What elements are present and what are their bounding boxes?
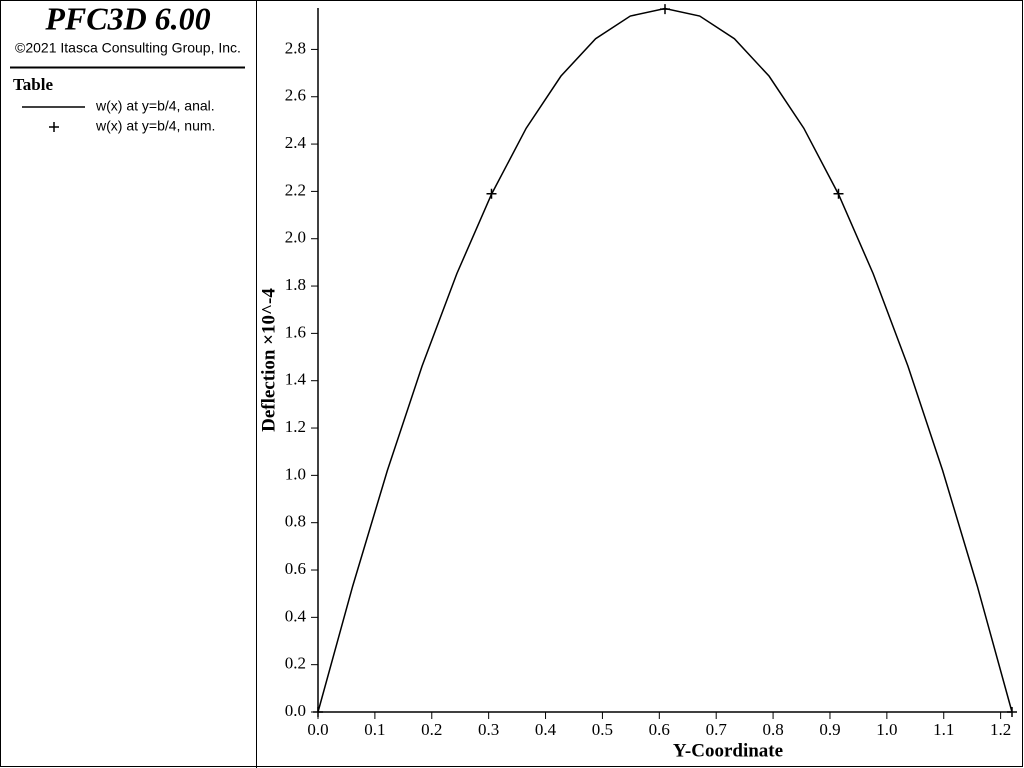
x-tick-label: 0.6: [649, 720, 670, 739]
y-tick-label: 0.6: [285, 559, 306, 578]
plus-marker: [833, 188, 844, 199]
x-axis-label: Y-Coordinate: [673, 740, 783, 761]
x-tick-label: 0.3: [478, 720, 499, 739]
legend-label: w(x) at y=b/4, num.: [95, 118, 215, 134]
y-tick-label: 2.0: [285, 228, 306, 247]
x-tick-label: 1.2: [990, 720, 1011, 739]
plus-marker: [486, 188, 497, 199]
x-tick-label: 0.2: [421, 720, 442, 739]
y-tick-label: 2.6: [285, 86, 306, 105]
plus-marker: [660, 4, 670, 15]
y-tick-label: 2.4: [285, 133, 307, 152]
y-axis-label: Deflection ×10^-4: [258, 288, 279, 432]
y-tick-label: 1.6: [285, 322, 306, 341]
x-tick-label: 0.8: [762, 720, 783, 739]
x-tick-label: 0.9: [819, 720, 840, 739]
x-tick-label: 0.0: [307, 720, 328, 739]
x-tick-label: 0.7: [706, 720, 728, 739]
y-tick-label: 1.4: [285, 370, 307, 389]
copyright: ©2021 Itasca Consulting Group, Inc.: [15, 40, 241, 56]
plus-marker: [1007, 707, 1017, 717]
y-tick-label: 2.2: [285, 180, 306, 199]
legend-title: Table: [13, 75, 53, 94]
legend-marker: [49, 122, 59, 132]
x-tick-label: 1.1: [933, 720, 954, 739]
y-tick-label: 1.0: [285, 464, 306, 483]
x-tick-label: 0.5: [592, 720, 613, 739]
y-tick-label: 0.0: [285, 701, 306, 720]
y-tick-label: 1.2: [285, 417, 306, 436]
x-tick-label: 0.1: [364, 720, 385, 739]
plus-marker: [313, 707, 323, 717]
y-tick-label: 1.8: [285, 275, 306, 294]
app-title: PFC3D 6.00: [44, 0, 210, 36]
y-tick-label: 0.2: [285, 654, 306, 673]
legend-label: w(x) at y=b/4, anal.: [95, 98, 215, 114]
y-tick-label: 0.8: [285, 512, 306, 531]
x-tick-label: 0.4: [535, 720, 557, 739]
x-tick-label: 1.0: [876, 720, 897, 739]
y-tick-label: 0.4: [285, 606, 307, 625]
y-tick-label: 2.8: [285, 38, 306, 57]
